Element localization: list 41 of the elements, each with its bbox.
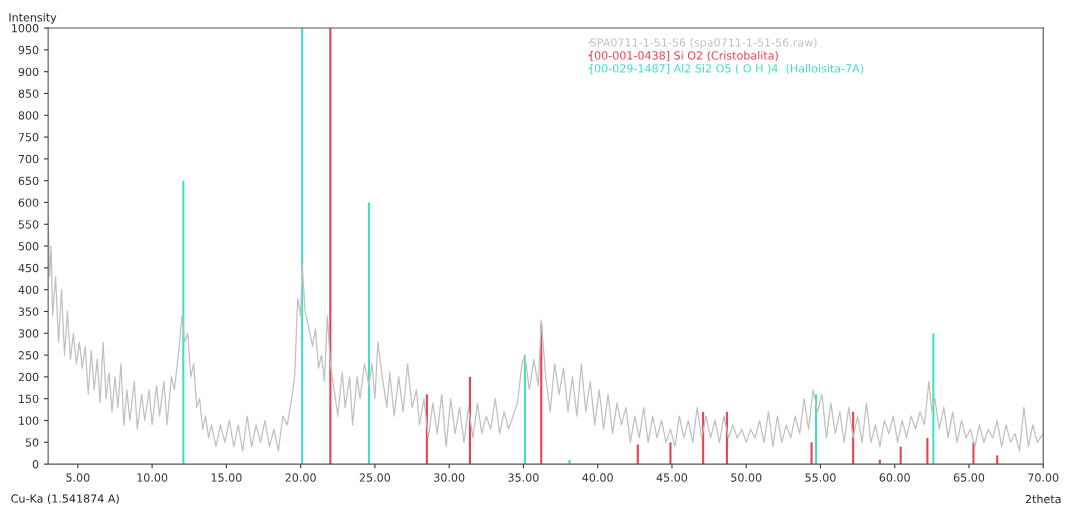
y-tick-label: 300 — [18, 329, 39, 338]
x-tick-label: 5.00 — [66, 473, 90, 482]
y-tick-label: 700 — [18, 154, 39, 164]
text: Cu-Ka (1.541874 A) — [11, 494, 119, 505]
y-tick-label: 750 — [18, 133, 39, 142]
y-tick-label: 950 — [18, 45, 39, 55]
legend-label: SPA0711-1-51-56 (spa0711-1-51-56.raw) — [590, 38, 817, 49]
x-tick-label: 40.00 — [582, 473, 613, 482]
y-tick-label: 550 — [18, 220, 39, 229]
y-tick-label: 400 — [18, 285, 39, 295]
y-tick-label: 50 — [25, 438, 39, 447]
y-tick-label: 850 — [18, 89, 39, 98]
x-tick-label: 25.00 — [359, 473, 391, 482]
y-tick-label: 900 — [18, 67, 39, 77]
y-tick-label: 1000 — [12, 24, 39, 33]
y-tick-label: 350 — [18, 307, 39, 316]
y-tick-label: 800 — [18, 111, 39, 120]
y-tick-label: 650 — [18, 176, 39, 186]
legend-label: [00-001-0438] Si O2 (Cristobalita) — [590, 51, 778, 61]
y-tick-label: 150 — [19, 394, 39, 404]
x-tick-label: 60.00 — [879, 473, 910, 482]
x-tick-label: 20.00 — [285, 473, 316, 482]
x-tick-label: 30.00 — [434, 473, 465, 482]
x-axis-title: 2theta — [1025, 494, 1061, 504]
x-tick-label: 45.00 — [656, 473, 688, 482]
x-tick-label: 50.00 — [731, 473, 762, 482]
y-tick-label: 600 — [18, 198, 39, 207]
x-tick-label: 70.00 — [1028, 473, 1059, 482]
y-tick-label: 250 — [18, 351, 39, 360]
x-tick-label: 55.00 — [805, 473, 836, 482]
x-tick-label: 35.00 — [508, 473, 539, 482]
legend-label: [00-029-1487] Al2 Si2 O5 ( O H )4 (Halloisita-7A) — [590, 64, 864, 74]
y-tick-label: 450 — [18, 263, 39, 273]
y-axis-title: Intensity — [9, 12, 57, 24]
y-tick-label: 200 — [18, 372, 39, 382]
y-tick-label: 100 — [19, 416, 39, 425]
y-tick-label: 500 — [18, 242, 39, 251]
x-tick-label: 10.00 — [137, 473, 168, 482]
x-tick-label: 65.00 — [953, 473, 985, 482]
x-tick-label: 15.00 — [211, 473, 242, 482]
y-tick-label: 0 — [32, 460, 39, 469]
